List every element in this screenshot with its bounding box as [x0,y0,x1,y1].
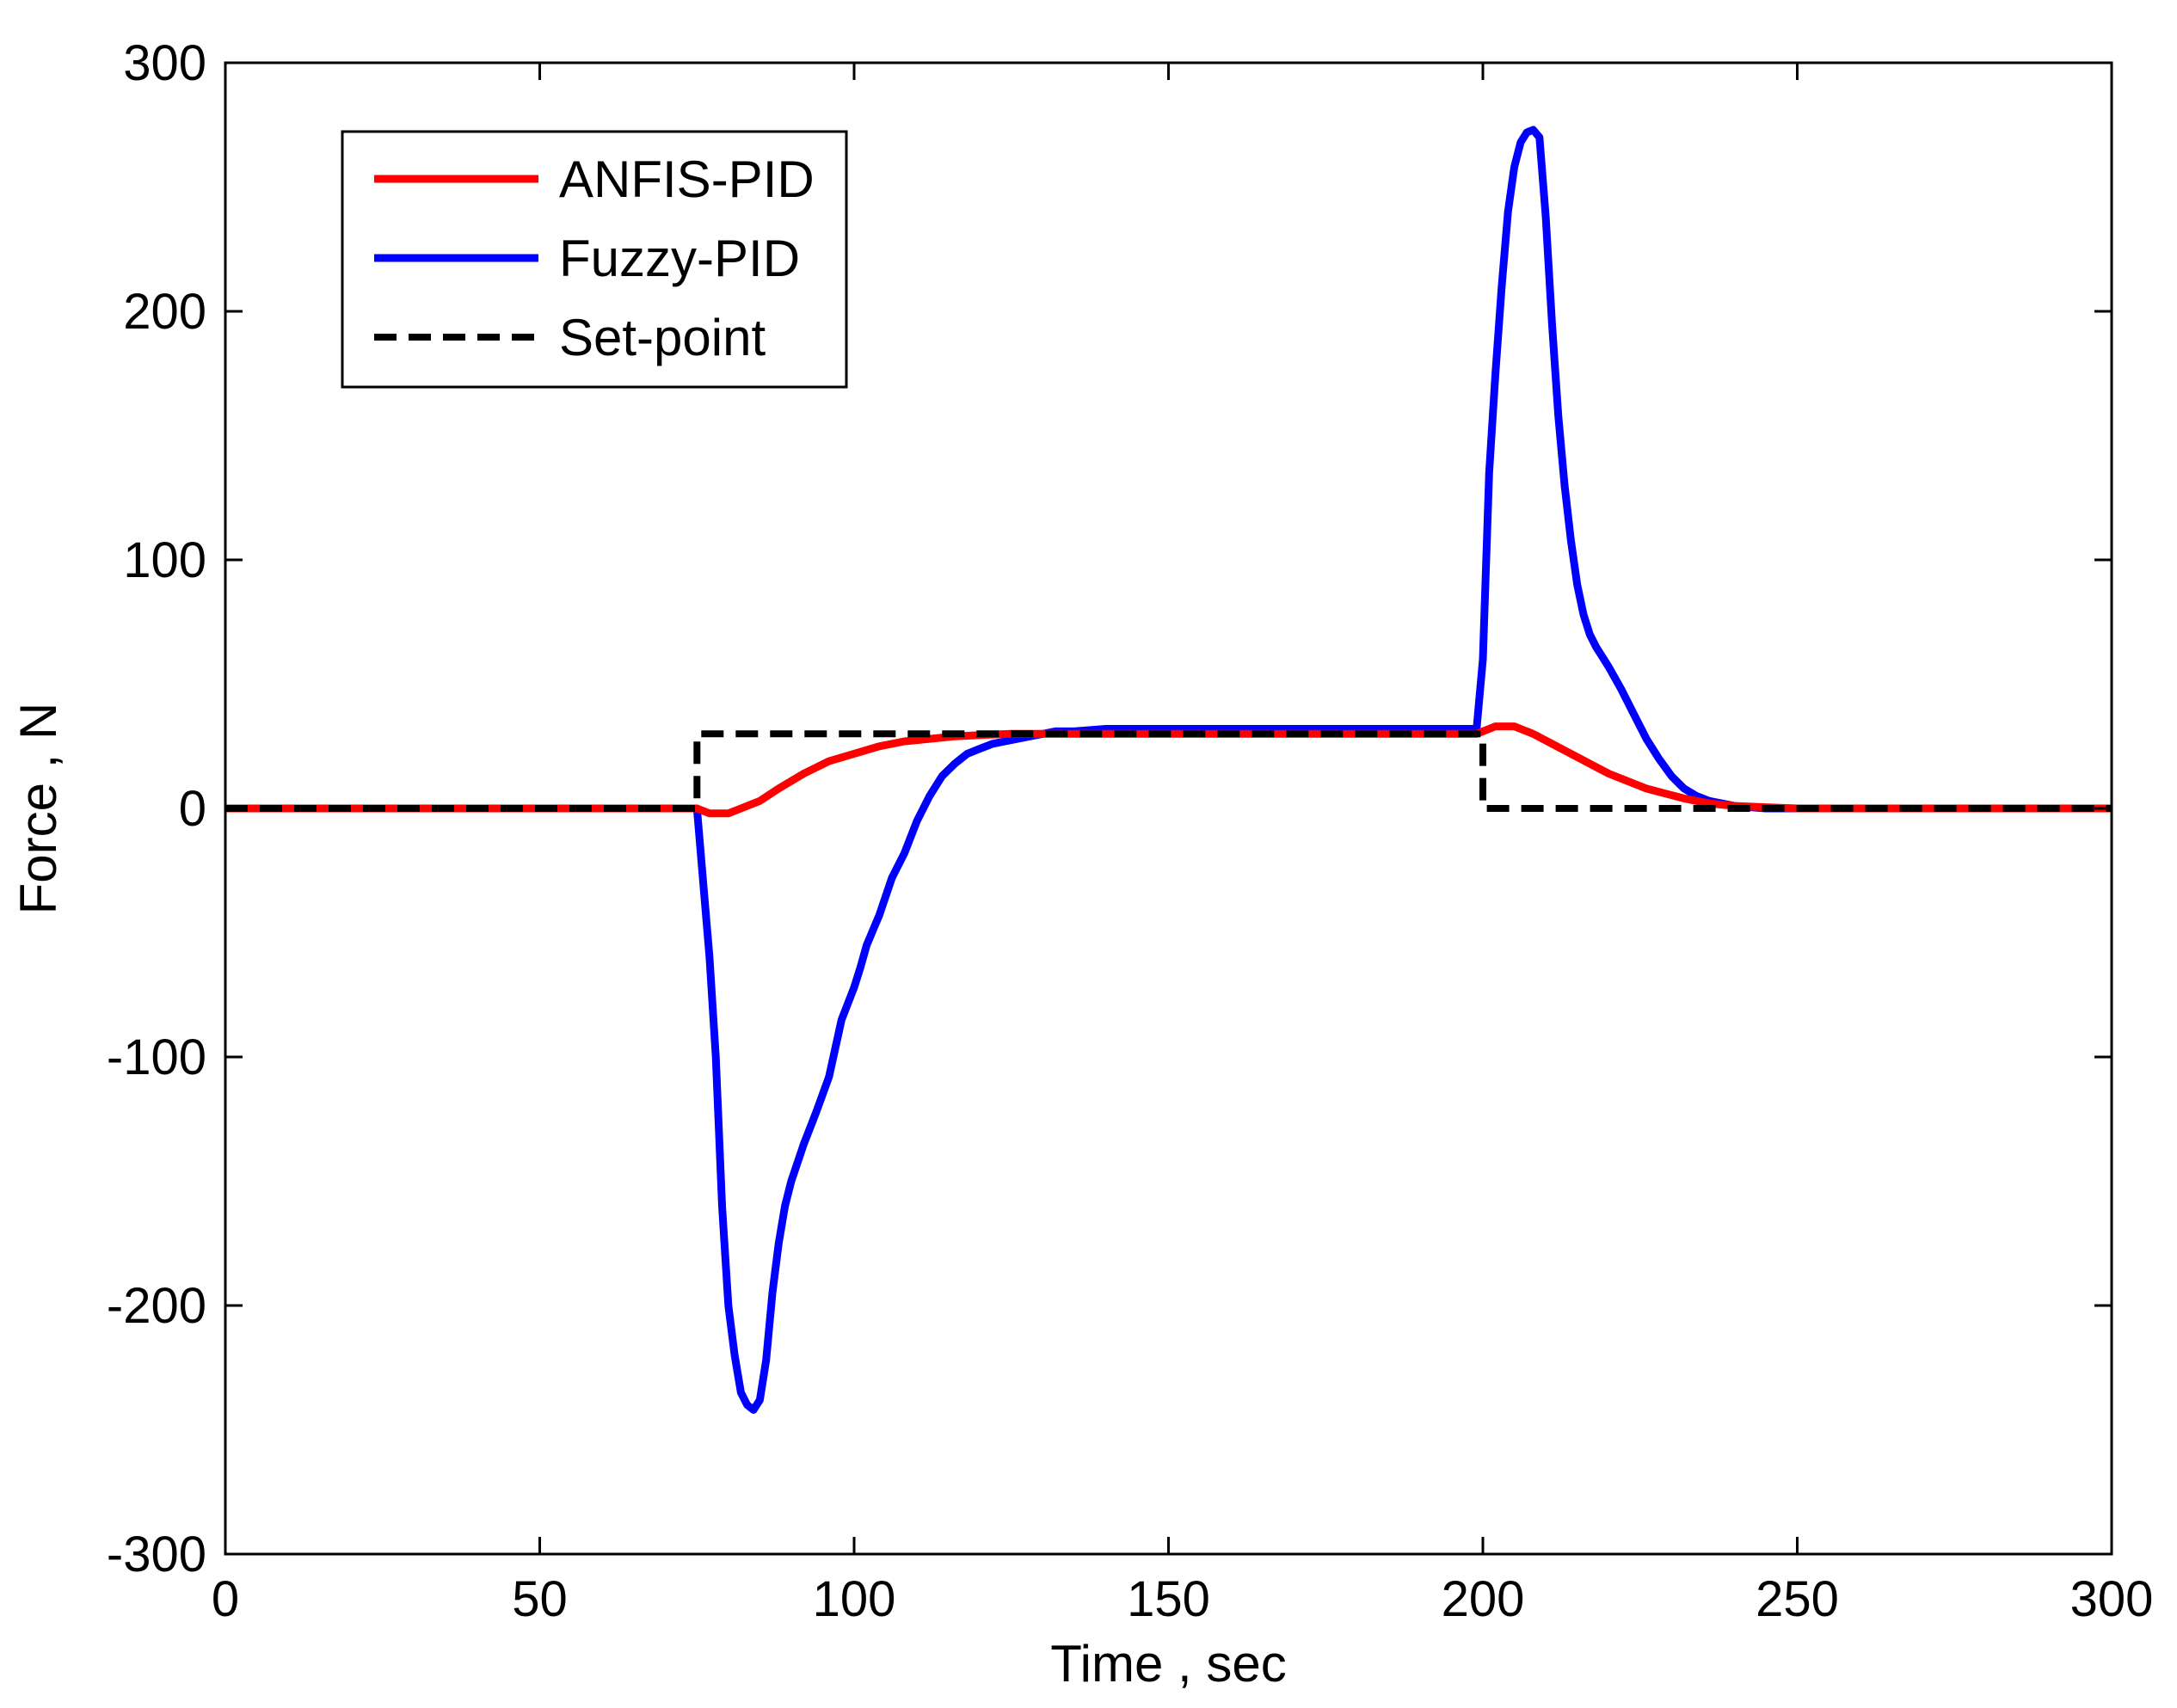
legend-entry: ANFIS-PID [374,151,815,208]
legend-label: Fuzzy-PID [559,230,800,287]
ticks-layer [224,61,2113,1556]
x-tick-label: 50 [512,1571,568,1627]
legend: ANFIS-PID Fuzzy-PID Set-point [341,130,848,389]
y-tick-label: -100 [107,1029,206,1085]
x-axis-label: Time , sec [1050,1635,1286,1693]
legend-entry: Fuzzy-PID [374,230,800,287]
series-layer [225,126,2112,1414]
y-tick-label: 200 [123,284,206,340]
y-tick-label: 100 [123,532,206,588]
y-tick-label: 0 [179,781,206,837]
legend-label: Set-point [559,309,766,366]
x-tick-label: 0 [212,1571,239,1627]
legend-entry: Set-point [374,309,766,366]
x-tick-label: 200 [1442,1571,1525,1627]
y-tick-label: -200 [107,1278,206,1334]
y-axis-label: Force , N [9,703,67,915]
y-tick-label: 300 [123,35,206,91]
y-tick-label: -300 [107,1527,206,1582]
x-tick-label: 300 [2070,1571,2154,1627]
series-line-set-point [225,730,2112,812]
legend-label: ANFIS-PID [559,151,815,208]
x-tick-label: 250 [1756,1571,1839,1627]
x-tick-label: 100 [813,1571,896,1627]
tick-labels-layer: 0 50 100 150 200 250 300 -300 -200 -100 0 100 200 300 [107,35,2153,1627]
x-tick-label: 150 [1127,1571,1210,1627]
